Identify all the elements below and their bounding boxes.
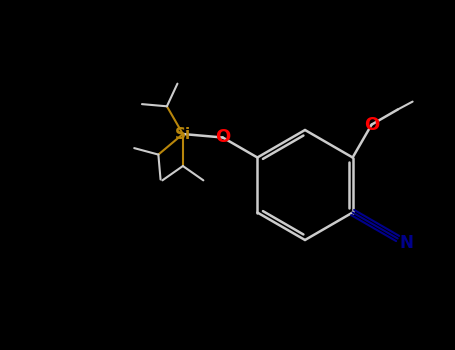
Text: O: O (215, 128, 230, 147)
Text: O: O (364, 116, 379, 134)
Text: N: N (399, 234, 413, 252)
Text: Si: Si (175, 126, 191, 141)
